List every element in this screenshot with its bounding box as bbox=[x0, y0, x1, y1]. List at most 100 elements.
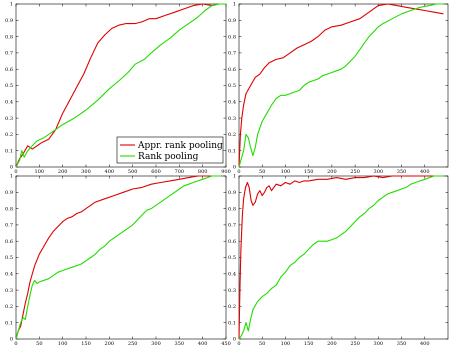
x-tick-label: 200 bbox=[105, 341, 115, 347]
x-tick-label: 900 bbox=[221, 169, 231, 175]
x-tick-label: 300 bbox=[374, 169, 384, 175]
x-tick-label: 250 bbox=[350, 341, 360, 347]
y-tick-label: 0.8 bbox=[5, 34, 13, 40]
y-tick-label: 0.3 bbox=[5, 116, 13, 122]
y-tick-label: 0.9 bbox=[5, 190, 13, 196]
y-tick-label: 0 bbox=[233, 337, 236, 343]
series-line-appr-rank-pooling bbox=[15, 3, 226, 168]
y-tick-label: 0.5 bbox=[5, 83, 13, 89]
x-tick-label: 150 bbox=[304, 169, 314, 175]
y-tick-label: 0.1 bbox=[5, 148, 13, 154]
y-tick-label: 1 bbox=[10, 2, 13, 8]
series-line-rank-pooling bbox=[238, 175, 444, 340]
x-tick-label: 100 bbox=[35, 169, 45, 175]
y-tick-label: 0.7 bbox=[5, 51, 13, 57]
x-tick-label: 150 bbox=[81, 341, 91, 347]
legend-label: Appr. rank pooling bbox=[137, 141, 223, 151]
x-tick-label: 350 bbox=[397, 341, 407, 347]
y-tick-label: 0.5 bbox=[5, 255, 13, 261]
y-tick-label: 0.2 bbox=[228, 304, 236, 310]
y-tick-label: 0.9 bbox=[5, 18, 13, 24]
y-tick-label: 0.3 bbox=[228, 288, 236, 294]
x-tick-label: 50 bbox=[259, 341, 265, 347]
series-line-appr-rank-pooling bbox=[15, 175, 222, 340]
y-tick-label: 0.3 bbox=[228, 116, 236, 122]
y-tick-label: 0.3 bbox=[5, 288, 13, 294]
y-tick-label: 1 bbox=[233, 174, 236, 180]
x-tick-label: 0 bbox=[237, 169, 240, 175]
series-line-rank-pooling bbox=[238, 3, 444, 168]
y-tick-label: 0.1 bbox=[228, 320, 236, 326]
x-tick-label: 100 bbox=[281, 169, 291, 175]
x-tick-label: 500 bbox=[128, 169, 138, 175]
y-tick-label: 0 bbox=[233, 165, 236, 171]
y-tick-label: 0.6 bbox=[228, 67, 236, 73]
y-tick-label: 0 bbox=[10, 165, 13, 171]
y-tick-label: 0.7 bbox=[5, 223, 13, 229]
x-tick-label: 350 bbox=[397, 169, 407, 175]
y-tick-label: 0.4 bbox=[228, 272, 236, 278]
series-line-rank-pooling bbox=[15, 3, 226, 168]
x-tick-label: 800 bbox=[198, 169, 208, 175]
y-tick-label: 0.1 bbox=[5, 320, 13, 326]
x-tick-label: 50 bbox=[36, 341, 42, 347]
chart-panel-bottom-left: 0 0.1 0.2 0.3 0.4 0.5 0.6 0.7 0.8 0.9 1 0 50 100 150 20… bbox=[5, 174, 231, 347]
x-tick-label: 200 bbox=[327, 341, 337, 347]
x-tick-label: 300 bbox=[151, 341, 161, 347]
x-tick-label: 350 bbox=[175, 341, 185, 347]
x-tick-label: 0 bbox=[237, 341, 240, 347]
x-tick-label: 150 bbox=[304, 341, 314, 347]
y-tick-label: 0.9 bbox=[228, 18, 236, 24]
x-tick-label: 450 bbox=[221, 341, 231, 347]
y-tick-label: 0.4 bbox=[228, 100, 236, 106]
y-tick-label: 0.8 bbox=[228, 34, 236, 40]
y-tick-label: 0.4 bbox=[5, 100, 13, 106]
x-tick-label: 50 bbox=[259, 169, 265, 175]
y-tick-label: 0.8 bbox=[5, 206, 13, 212]
y-tick-label: 0.5 bbox=[228, 255, 236, 261]
y-tick-label: 0.6 bbox=[5, 239, 13, 245]
legend-label: Rank pooling bbox=[138, 152, 199, 162]
series-line-appr-rank-pooling bbox=[238, 175, 444, 340]
y-tick-label: 1 bbox=[10, 174, 13, 180]
chart-panel-top-right: 0 0.1 0.2 0.3 0.4 0.5 0.6 0.7 0.8 0.9 1 0 50 100 150 20… bbox=[228, 2, 449, 175]
chart-panel-bottom-right: 0 0.1 0.2 0.3 0.4 0.5 0.6 0.7 0.8 0.9 1 0 50 100 150 20… bbox=[228, 174, 449, 347]
y-tick-label: 0.2 bbox=[228, 132, 236, 138]
y-tick-label: 0.6 bbox=[5, 67, 13, 73]
x-tick-label: 600 bbox=[151, 169, 161, 175]
plot-frame bbox=[238, 3, 449, 168]
plot-frame bbox=[238, 175, 449, 340]
x-tick-label: 0 bbox=[14, 341, 17, 347]
x-tick-label: 200 bbox=[327, 169, 337, 175]
y-tick-label: 0.1 bbox=[228, 148, 236, 154]
x-tick-label: 400 bbox=[198, 341, 208, 347]
y-tick-label: 0.5 bbox=[228, 83, 236, 89]
x-tick-label: 300 bbox=[374, 341, 384, 347]
x-tick-label: 200 bbox=[58, 169, 68, 175]
series-line-rank-pooling bbox=[15, 175, 222, 340]
y-tick-label: 0.2 bbox=[5, 132, 13, 138]
x-tick-label: 0 bbox=[14, 169, 17, 175]
x-tick-label: 700 bbox=[175, 169, 185, 175]
series-line-appr-rank-pooling bbox=[238, 3, 444, 168]
y-tick-label: 0 bbox=[10, 337, 13, 343]
y-tick-label: 0.8 bbox=[228, 206, 236, 212]
x-tick-label: 100 bbox=[281, 341, 291, 347]
y-tick-label: 0.6 bbox=[228, 239, 236, 245]
x-tick-label: 400 bbox=[105, 169, 115, 175]
legend-box bbox=[116, 136, 224, 164]
y-tick-label: 0.7 bbox=[228, 51, 236, 57]
x-tick-label: 400 bbox=[420, 341, 430, 347]
x-tick-label: 250 bbox=[128, 341, 138, 347]
plot-frame bbox=[15, 175, 227, 340]
y-tick-label: 0.9 bbox=[228, 190, 236, 196]
x-tick-label: 400 bbox=[420, 169, 430, 175]
y-tick-label: 0.4 bbox=[5, 272, 13, 278]
x-tick-label: 250 bbox=[350, 169, 360, 175]
x-tick-label: 100 bbox=[58, 341, 68, 347]
y-tick-label: 0.7 bbox=[228, 223, 236, 229]
x-tick-label: 300 bbox=[81, 169, 91, 175]
y-tick-label: 1 bbox=[233, 2, 236, 8]
